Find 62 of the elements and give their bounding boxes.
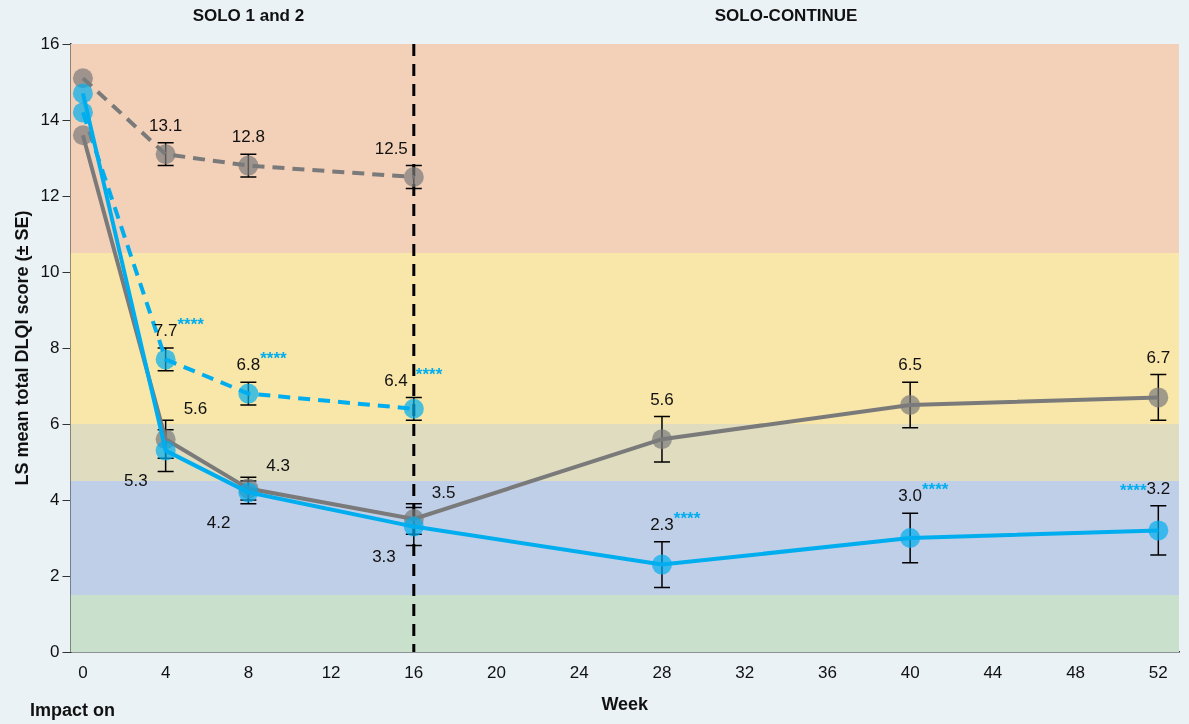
- data-label: 12.8: [231, 127, 265, 147]
- point: [155, 440, 176, 461]
- data-label: 6.5: [898, 355, 922, 375]
- x-axis-title: Week: [601, 694, 650, 715]
- annotation: ****: [177, 315, 205, 335]
- x-tick-label: 0: [78, 662, 88, 682]
- annotation: ****: [415, 364, 443, 384]
- y-tick-label: 0: [50, 641, 60, 661]
- point: [72, 125, 93, 146]
- data-label: 5.6: [183, 399, 208, 419]
- point: [72, 83, 93, 104]
- x-tick-label: 20: [487, 662, 506, 682]
- x-tick-label: 4: [160, 662, 171, 682]
- annotation: ****: [1120, 480, 1147, 500]
- data-label: 3.5: [431, 482, 456, 502]
- x-tick-label: 44: [983, 662, 1003, 682]
- x-tick-label: 12: [321, 662, 341, 682]
- annotation: ****: [921, 480, 949, 500]
- x-tick-label: 40: [900, 662, 920, 682]
- point: [900, 395, 921, 415]
- y-tick-label: 4: [50, 489, 60, 509]
- data-label: 6.8: [236, 355, 261, 375]
- text: Impact on: [30, 699, 116, 720]
- x-tick-label: 48: [1066, 662, 1086, 682]
- point: [651, 554, 672, 575]
- point: [403, 516, 424, 537]
- data-label: 3.2: [1146, 478, 1171, 498]
- annotation: SOLO 1 and 2: [192, 5, 305, 25]
- y-axis-title: LS mean total DLQI score (± SE): [11, 210, 32, 486]
- data-label: 5.3: [124, 470, 148, 490]
- point: [900, 528, 921, 548]
- data-label: 3.0: [898, 486, 922, 506]
- data-label: 6.7: [1146, 347, 1171, 367]
- y-tick-label: 12: [40, 185, 60, 205]
- data-label: 6.4: [384, 370, 408, 390]
- data-label: 4.2: [206, 512, 231, 532]
- y-tick-label: 6: [50, 413, 60, 433]
- y-tick-label: 14: [40, 109, 60, 129]
- x-tick-label: 8: [243, 662, 254, 682]
- x-tick-label: 52: [1148, 662, 1168, 682]
- x-tick-label: 16: [404, 662, 424, 682]
- x-tick-label: 36: [817, 662, 837, 682]
- annotation: ****: [673, 508, 701, 528]
- data-label: 3.3: [372, 546, 396, 566]
- point: [1148, 520, 1169, 541]
- y-tick-label: 8: [50, 337, 60, 357]
- data-label: 7.7: [153, 321, 178, 341]
- x-tick-label: 28: [652, 662, 672, 682]
- y-tick-label: 16: [40, 33, 60, 53]
- data-label: 13.1: [149, 115, 183, 135]
- annotation: SOLO-CONTINUE: [714, 5, 858, 25]
- point: [1148, 387, 1169, 408]
- data-label: 2.3: [650, 514, 674, 534]
- annotation: ****: [260, 349, 288, 369]
- data-label: 5.6: [650, 389, 674, 409]
- y-tick-label: 2: [50, 565, 60, 585]
- data-label: 12.5: [374, 138, 408, 158]
- y-tick-label: 10: [40, 261, 60, 281]
- point: [651, 429, 672, 450]
- x-tick-label: 32: [735, 662, 755, 682]
- x-tick-label: 24: [569, 662, 589, 682]
- data-label: 4.3: [266, 456, 290, 476]
